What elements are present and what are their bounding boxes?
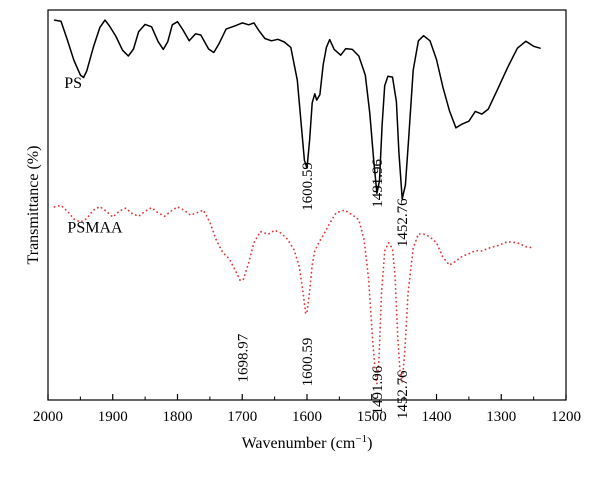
peak-label-psmaa-1491-96: 1491.96 — [370, 365, 386, 414]
x-tick-label-1200: 1200 — [551, 409, 581, 425]
peak-label-psmaa-1452-76: 1452.76 — [395, 370, 411, 419]
x-tick-label-2000: 2000 — [33, 409, 63, 425]
series-layer — [53, 19, 541, 385]
x-tick-label-1800: 1800 — [163, 409, 193, 425]
series-label-psmaa: PSMAA — [67, 219, 123, 236]
y-axis-title: Transmittance (%) — [25, 146, 42, 265]
series-line-ps — [53, 19, 541, 200]
x-tick-label-1600: 1600 — [292, 409, 322, 425]
x-axis-title-main: Wavenumber (cm — [242, 435, 356, 452]
x-axis-title: Wavenumber (cm−1) — [242, 433, 373, 452]
peak-label-ps-1491-96: 1491.96 — [370, 159, 386, 208]
x-tick-label-1400: 1400 — [422, 409, 452, 425]
peak-label-ps-1600-59: 1600.59 — [300, 162, 316, 211]
x-tick-label-1300: 1300 — [486, 409, 516, 425]
x-tick-label-1700: 1700 — [227, 409, 257, 425]
label-layer: PS PSMAA 1600.59 1491.96 1452.76 1698.97 1600.… — [64, 75, 411, 419]
series-line-psmaa — [53, 204, 535, 385]
x-axis-title-superscript: −1 — [355, 433, 367, 445]
series-label-ps: PS — [64, 75, 82, 92]
peak-label-ps-1452-76: 1452.76 — [395, 198, 411, 247]
peak-label-psmaa-1698-97: 1698.97 — [235, 333, 251, 382]
x-axis-title-suffix: ) — [367, 435, 372, 452]
x-tick-label-1900: 1900 — [98, 409, 128, 425]
x-axis: 2000 1900 1800 1700 1600 1500 1400 1300 1200 — [33, 394, 581, 425]
peak-label-psmaa-1600-59: 1600.59 — [300, 338, 316, 387]
x-tick-label-1500: 1500 — [357, 409, 387, 425]
